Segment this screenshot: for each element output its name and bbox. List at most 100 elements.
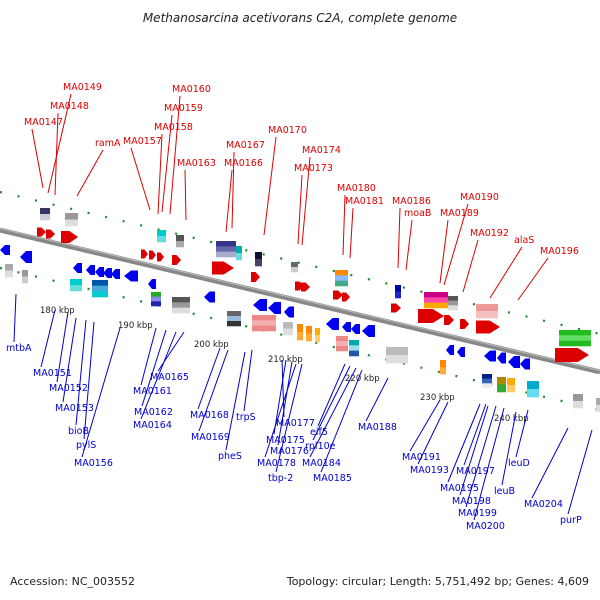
gene-label-rpl10e[interactable]: rpl10e: [305, 441, 336, 452]
gene-label-ma0186[interactable]: MA0186: [392, 196, 431, 207]
feature-block[interactable]: [236, 246, 242, 261]
feature-block[interactable]: [336, 336, 348, 352]
reverse-gene-arrow[interactable]: [124, 270, 138, 282]
feature-block[interactable]: [70, 279, 82, 292]
forward-gene-arrow[interactable]: [251, 272, 260, 282]
gene-label-ma0181[interactable]: MA0181: [345, 196, 384, 207]
gene-label-ma0169[interactable]: MA0169: [191, 432, 230, 443]
gene-label-ma0165[interactable]: MA0165: [150, 372, 189, 383]
gene-label-ma0184[interactable]: MA0184: [302, 458, 341, 469]
feature-block[interactable]: [476, 304, 498, 319]
feature-block[interactable]: [440, 360, 446, 375]
gene-label-mtba[interactable]: mtbA: [6, 343, 32, 354]
gene-label-eif5[interactable]: eif5: [310, 427, 328, 438]
feature-block[interactable]: [335, 270, 348, 287]
feature-block[interactable]: [283, 322, 293, 336]
gene-label-ma0148[interactable]: MA0148: [50, 101, 89, 112]
gene-label-ma0151[interactable]: MA0151: [33, 368, 72, 379]
gene-label-pyls[interactable]: pylS: [76, 440, 96, 451]
forward-gene-arrow[interactable]: [141, 249, 148, 259]
gene-label-ma0160[interactable]: MA0160: [172, 84, 211, 95]
gene-label-ma0166[interactable]: MA0166: [224, 158, 263, 169]
gene-label-ma0197[interactable]: MA0197: [456, 466, 495, 477]
forward-gene-arrow[interactable]: [444, 315, 454, 325]
forward-gene-arrow[interactable]: [46, 229, 55, 239]
gene-label-phes[interactable]: pheS: [218, 451, 242, 462]
forward-gene-arrow[interactable]: [172, 255, 181, 265]
feature-block[interactable]: [596, 398, 600, 413]
gene-label-ma0149[interactable]: MA0149: [63, 82, 102, 93]
feature-block[interactable]: [527, 381, 539, 398]
gene-label-ma0193[interactable]: MA0193: [410, 465, 449, 476]
gene-label-ma0164[interactable]: MA0164: [133, 420, 172, 431]
forward-gene-arrow[interactable]: [212, 261, 234, 275]
forward-gene-arrow[interactable]: [342, 292, 350, 302]
gene-label-ma0176[interactable]: MA0176: [270, 446, 309, 457]
gene-label-ma0192[interactable]: MA0192: [470, 228, 509, 239]
feature-block[interactable]: [227, 311, 241, 327]
gene-label-ma0173[interactable]: MA0173: [294, 163, 333, 174]
gene-label-moab[interactable]: moaB: [404, 208, 431, 219]
gene-label-ma0199[interactable]: MA0199: [458, 508, 497, 519]
forward-gene-arrow[interactable]: [333, 290, 343, 300]
feature-block[interactable]: [291, 262, 298, 273]
gene-label-ma0180[interactable]: MA0180: [337, 183, 376, 194]
gene-label-ma0163[interactable]: MA0163: [177, 158, 216, 169]
reverse-gene-arrow[interactable]: [351, 324, 360, 334]
feature-block[interactable]: [22, 270, 28, 284]
gene-label-trps[interactable]: trpS: [236, 412, 256, 423]
gene-label-leub[interactable]: leuB: [494, 486, 515, 497]
forward-gene-arrow[interactable]: [418, 309, 444, 323]
gene-label-ma0175[interactable]: MA0175: [266, 435, 305, 446]
feature-block[interactable]: [151, 292, 161, 307]
feature-block[interactable]: [395, 285, 401, 299]
forward-gene-arrow[interactable]: [61, 231, 78, 243]
gene-label-ma0168[interactable]: MA0168: [190, 410, 229, 421]
feature-block[interactable]: [573, 394, 583, 409]
reverse-gene-arrow[interactable]: [497, 352, 506, 364]
gene-label-purp[interactable]: purP: [560, 515, 582, 526]
reverse-gene-arrow[interactable]: [148, 279, 156, 289]
gene-label-ma0170[interactable]: MA0170: [268, 125, 307, 136]
reverse-gene-arrow[interactable]: [362, 325, 375, 337]
reverse-gene-arrow[interactable]: [73, 263, 82, 273]
forward-gene-arrow[interactable]: [301, 282, 310, 292]
forward-gene-arrow[interactable]: [157, 252, 164, 262]
reverse-gene-arrow[interactable]: [253, 299, 267, 311]
reverse-gene-arrow[interactable]: [484, 350, 496, 362]
feature-block[interactable]: [252, 315, 276, 332]
reverse-gene-arrow[interactable]: [457, 347, 465, 357]
gene-label-ma0190[interactable]: MA0190: [460, 192, 499, 203]
gene-label-ma0167[interactable]: MA0167: [226, 140, 265, 151]
reverse-gene-arrow[interactable]: [268, 302, 281, 314]
feature-block[interactable]: [349, 340, 359, 357]
gene-label-leud[interactable]: leuD: [508, 458, 530, 469]
gene-label-ma0177[interactable]: MA0177: [276, 418, 315, 429]
reverse-gene-arrow[interactable]: [0, 245, 10, 255]
gene-label-ma0196[interactable]: MA0196: [540, 246, 579, 257]
gene-label-ma0152[interactable]: MA0152: [49, 383, 88, 394]
feature-block[interactable]: [482, 374, 492, 389]
forward-gene-arrow[interactable]: [476, 320, 500, 334]
gene-label-ma0188[interactable]: MA0188: [358, 422, 397, 433]
gene-label-ma0198[interactable]: MA0198: [452, 496, 491, 507]
feature-block[interactable]: [497, 377, 506, 393]
gene-label-ma0157[interactable]: MA0157: [123, 136, 162, 147]
gene-label-rama[interactable]: ramA: [95, 138, 121, 149]
reverse-gene-arrow[interactable]: [446, 345, 454, 355]
feature-block[interactable]: [157, 230, 166, 243]
gene-label-alas[interactable]: alaS: [514, 235, 534, 246]
reverse-gene-arrow[interactable]: [20, 251, 32, 263]
feature-block[interactable]: [92, 280, 108, 298]
gene-label-ma0200[interactable]: MA0200: [466, 521, 505, 532]
gene-label-ma0147[interactable]: MA0147: [24, 117, 63, 128]
feature-block[interactable]: [255, 252, 262, 267]
feature-block[interactable]: [65, 213, 78, 227]
reverse-gene-arrow[interactable]: [342, 322, 351, 332]
reverse-gene-arrow[interactable]: [508, 356, 520, 368]
gene-label-ma0185[interactable]: MA0185: [313, 473, 352, 484]
feature-block[interactable]: [216, 241, 236, 258]
feature-block[interactable]: [176, 235, 184, 248]
feature-block[interactable]: [424, 292, 448, 309]
forward-gene-arrow[interactable]: [149, 250, 156, 260]
